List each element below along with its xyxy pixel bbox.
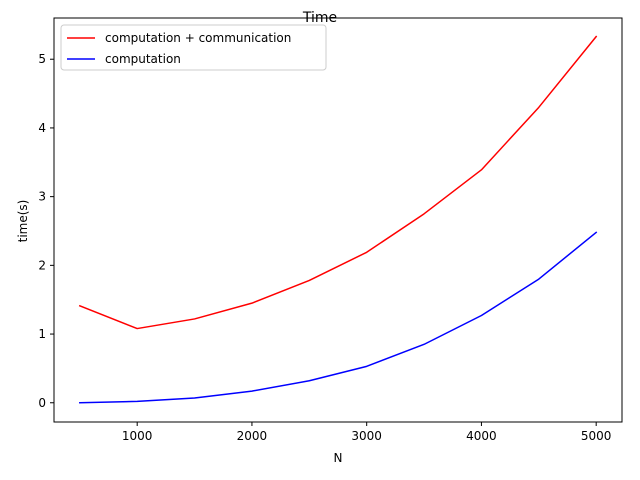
y-tick-label: 4 <box>38 121 46 135</box>
y-tick-label: 3 <box>38 190 46 204</box>
y-tick-label: 0 <box>38 396 46 410</box>
legend-label: computation + communication <box>105 31 291 45</box>
plot-area <box>53 17 623 423</box>
x-axis: 1000 2000 3000 4000 5000 <box>122 422 612 443</box>
x-tick-label: 2000 <box>237 429 268 443</box>
y-tick-label: 1 <box>38 327 46 341</box>
x-tick-label: 3000 <box>351 429 382 443</box>
y-axis-label: time(s) <box>16 200 30 243</box>
x-tick-label: 4000 <box>466 429 497 443</box>
legend-label: computation <box>105 52 181 66</box>
legend-box <box>60 24 327 71</box>
y-axis: 0 1 2 3 4 5 <box>38 52 54 410</box>
x-tick-label: 5000 <box>581 429 612 443</box>
legend: computation + communication computation <box>60 24 327 71</box>
x-tick-label: 1000 <box>122 429 153 443</box>
plot-frame <box>53 17 623 423</box>
y-tick-label: 2 <box>38 258 46 272</box>
series-line-1 <box>78 35 598 330</box>
series-line-2 <box>79 231 598 404</box>
x-axis-label: N <box>334 451 343 465</box>
y-tick-label: 5 <box>38 52 46 66</box>
